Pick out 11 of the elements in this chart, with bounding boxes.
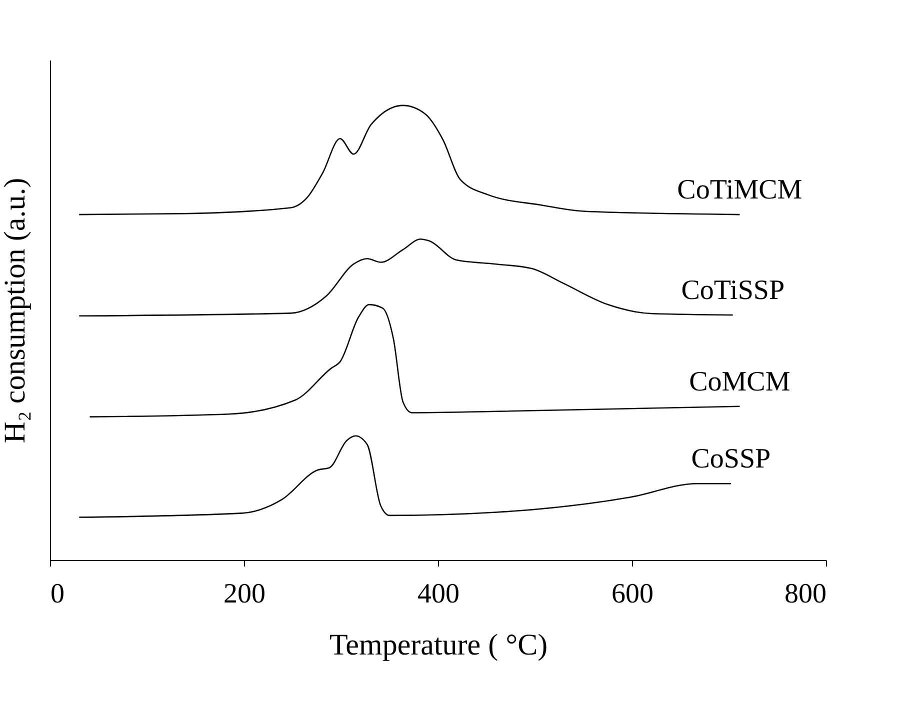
x-tick-label: 800	[784, 578, 826, 610]
series-label: CoTiMCM	[677, 174, 802, 206]
series-label: CoSSP	[691, 444, 771, 475]
series-label: CoMCM	[689, 366, 790, 398]
x-tick-label: 200	[224, 578, 266, 610]
y-axis-title: H₂ consumption (a.u.)	[0, 178, 32, 444]
x-tick-label: 600	[612, 578, 654, 610]
x-tick-label: 400	[418, 578, 460, 610]
x-axis-title: Temperature ( °C)	[329, 628, 548, 662]
x-tick-label: 0	[50, 578, 64, 610]
series-label: CoTiSSP	[681, 275, 785, 306]
